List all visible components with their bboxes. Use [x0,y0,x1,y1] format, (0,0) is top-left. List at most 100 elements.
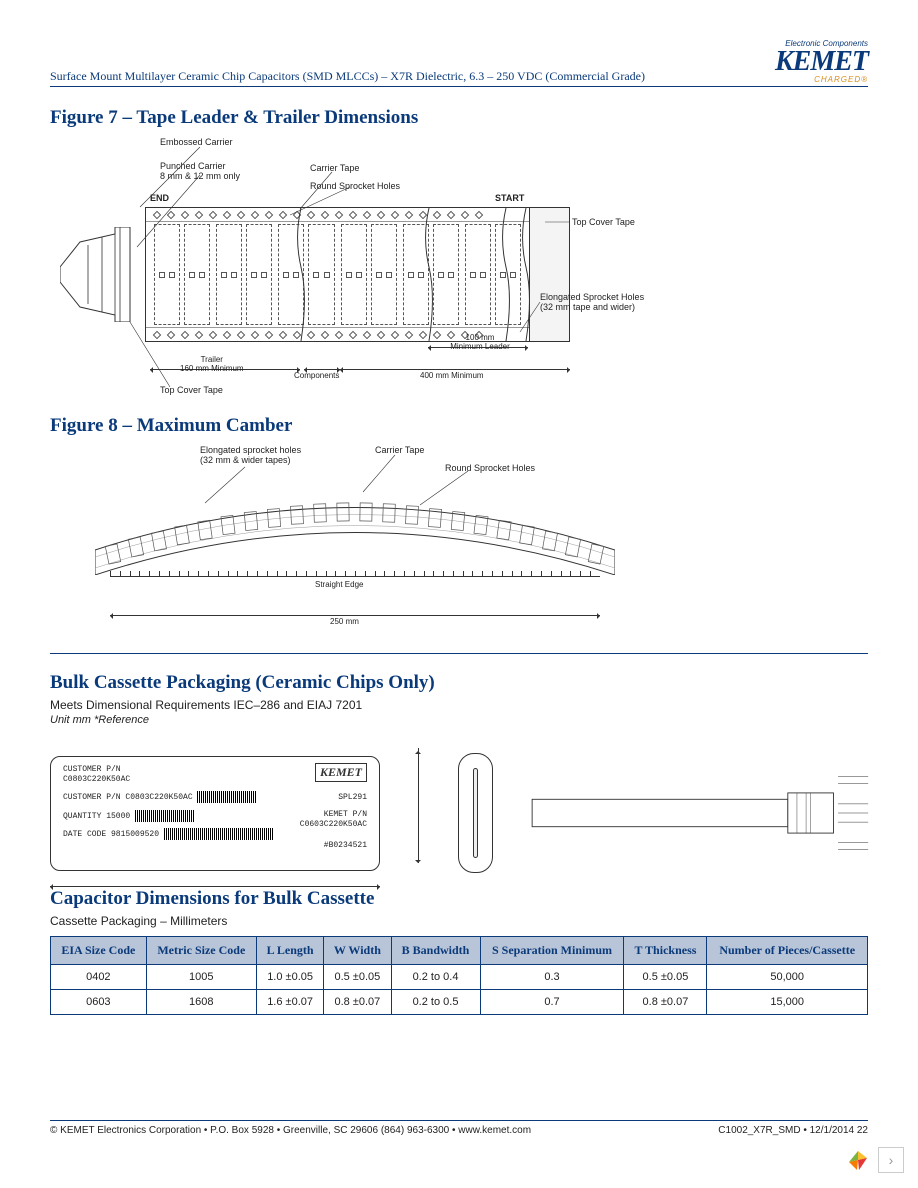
lbl-punched: Punched Carrier 8 mm & 12 mm only [160,161,240,181]
lbl-top-cover-bot: Top Cover Tape [160,385,223,395]
barcode-icon [135,810,195,822]
figure8-diagram: Straight Edge Elongated sprocket holes (… [50,445,650,635]
cassette-side [458,753,493,873]
th-pieces: Number of Pieces/Cassette [707,937,868,965]
th-metric: Metric Size Code [146,937,256,965]
table-row: 0402 1005 1.0 ±0.05 0.5 ±0.05 0.2 to 0.4… [51,965,868,990]
leader-area [530,207,570,342]
cass-dim-h [410,748,426,878]
logo-sub: CHARGED® [775,76,868,84]
lbl-start: START [495,193,524,203]
camber-tape [95,485,615,575]
cass-l2: CUSTOMER P/N C0803C220K50AC [63,793,193,802]
kemet-logo-small: KEMET [315,763,367,783]
bulk-diagram: KEMET CUSTOMER P/N C0803C220K50AC CUSTOM… [50,738,870,888]
lbl-straight-edge: Straight Edge [315,580,363,589]
dim-400-lbl: 400 mm Minimum [420,371,484,380]
cass-l1v: C0803C220K50AC [63,775,130,784]
dim-250 [110,615,600,616]
page-header: Surface Mount Multilayer Ceramic Chip Ca… [50,40,868,87]
dim-components [304,369,340,370]
bulk-title: Bulk Cassette Packaging (Ceramic Chips O… [50,672,868,694]
pocket-row [154,224,521,325]
captable-sub: Cassette Packaging – Millimeters [50,914,868,928]
cassette-label: KEMET CUSTOMER P/N C0803C220K50AC CUSTOM… [50,756,380,871]
tape-break-icon [424,208,434,341]
cell: 1.6 ±0.07 [256,990,323,1015]
th-thickness: T Thickness [624,937,707,965]
cassette-technical [523,753,870,873]
bulk-sub: Meets Dimensional Requirements IEC–286 a… [50,698,868,712]
lbl-carrier-tape8: Carrier Tape [375,445,424,455]
th-bandwidth: B Bandwidth [391,937,480,965]
cell: 0.2 to 0.5 [391,990,480,1015]
table-row: 0603 1608 1.6 ±0.07 0.8 ±0.07 0.2 to 0.5… [51,990,868,1015]
cell: 0.5 ±0.05 [324,965,391,990]
reel-end-icon [60,227,145,322]
cass-l4r: #B0234521 [324,841,367,851]
cell: 1.0 ±0.05 [256,965,323,990]
figure7-title: Figure 7 – Tape Leader & Trailer Dimensi… [50,107,868,129]
app-icon[interactable] [844,1146,872,1174]
dim-250-lbl: 250 mm [330,617,359,626]
cell: 15,000 [707,990,868,1015]
cap-dimensions-table: EIA Size Code Metric Size Code L Length … [50,936,868,1015]
footer-right: C1002_X7R_SMD • 12/1/2014 22 [718,1125,868,1136]
ruler-ticks [110,563,600,577]
cell: 1005 [146,965,256,990]
cass-l3r: KEMET P/N C0603C220K50AC [300,810,367,831]
tape-body [145,207,530,342]
doc-title: Surface Mount Multilayer Ceramic Chip Ca… [50,69,645,84]
footer-left: © KEMET Electronics Corporation • P.O. B… [50,1125,531,1136]
cell: 0603 [51,990,147,1015]
th-eia: EIA Size Code [51,937,147,965]
captable-title: Capacitor Dimensions for Bulk Cassette [50,888,868,910]
lbl-round-sprocket: Round Sprocket Holes [310,181,400,191]
cell: 0.7 [480,990,624,1015]
chevron-right-icon: › [889,1152,894,1168]
lbl-embossed: Embossed Carrier [160,137,233,147]
cass-l3: QUANTITY 15000 [63,812,130,821]
cassette-front: KEMET CUSTOMER P/N C0803C220K50AC CUSTOM… [50,756,380,871]
dim-components-lbl: Components [294,371,339,380]
page-footer: © KEMET Electronics Corporation • P.O. B… [50,1120,868,1136]
lbl-elongated: Elongated Sprocket Holes (32 mm tape and… [540,292,644,312]
th-separation: S Separation Minimum [480,937,624,965]
cell: 0.3 [480,965,624,990]
cass-l1: CUSTOMER P/N [63,765,121,774]
cell: 50,000 [707,965,868,990]
lbl-end: END [150,193,169,203]
sprocket-row-top [146,208,529,222]
lbl-round-sprocket8: Round Sprocket Holes [445,463,535,473]
cell: 1608 [146,990,256,1015]
cass-l4: DATE CODE 9815009520 [63,830,159,839]
next-page-button[interactable]: › [878,1147,904,1173]
logo-main: KEMET [775,48,868,76]
kemet-logo: Electronic Components KEMET CHARGED® [775,40,868,84]
cassette-slot-icon [473,768,478,858]
barcode-icon [164,828,274,840]
dim-100-lbl: 100 mm Minimum Leader [430,333,530,351]
cass-dim-w [50,886,380,887]
bulk-unit: Unit mm *Reference [50,714,868,726]
cell: 0.2 to 0.4 [391,965,480,990]
table-header-row: EIA Size Code Metric Size Code L Length … [51,937,868,965]
tape-break-icon [296,208,306,341]
lbl-top-cover: Top Cover Tape [572,217,635,227]
th-length: L Length [256,937,323,965]
cell: 0.8 ±0.07 [324,990,391,1015]
cell: 0.5 ±0.05 [624,965,707,990]
th-width: W Width [324,937,391,965]
cass-l2r: SPL291 [338,793,367,803]
section-divider [50,653,868,654]
figure7-diagram: Embossed Carrier Punched Carrier 8 mm & … [50,137,650,397]
figure8-title: Figure 8 – Maximum Camber [50,415,868,437]
tape-break-icon [501,208,511,341]
dim-trailer-lbl: Trailer 160 mm Minimum [180,355,244,373]
cell: 0.8 ±0.07 [624,990,707,1015]
barcode-icon [197,791,257,803]
cell: 0402 [51,965,147,990]
dim-400 [340,369,570,370]
lbl-carrier-tape: Carrier Tape [310,163,359,173]
floating-nav: › [844,1146,904,1174]
